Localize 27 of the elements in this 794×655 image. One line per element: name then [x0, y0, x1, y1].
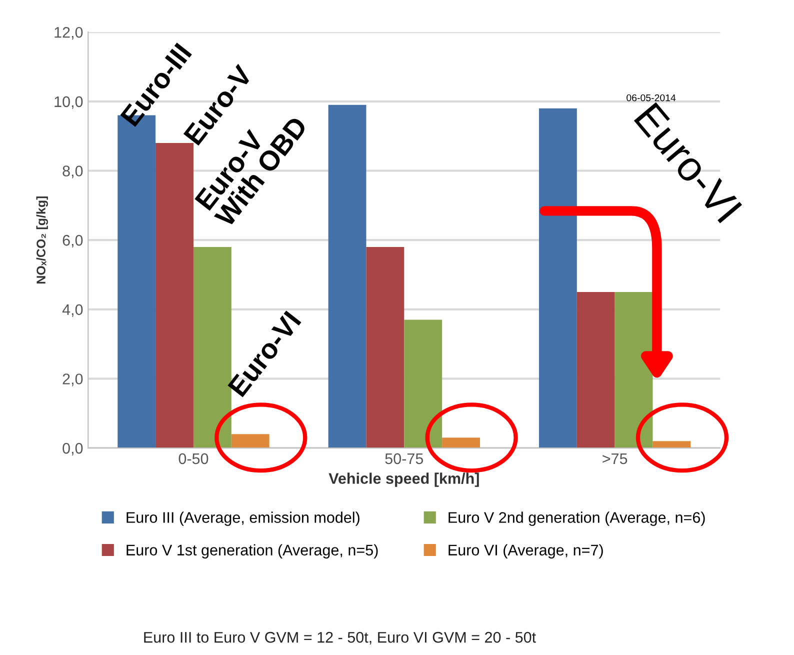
y-tick-label: 0,0: [62, 442, 83, 456]
y-tick-label: 6,0: [62, 234, 83, 248]
y-axis-title: NOₓ/CO₂ [g/kg]: [36, 196, 48, 284]
x-axis-title: Vehicle speed [km/h]: [328, 472, 479, 487]
legend-label: Euro III (Average, emission model): [126, 512, 360, 526]
bar: [442, 438, 480, 448]
bar: [576, 292, 615, 448]
bar: [366, 246, 404, 448]
y-tick-label: 12,0: [54, 26, 83, 40]
x-tick-label: 0-50: [178, 453, 208, 464]
y-tick-label: 4,0: [62, 304, 83, 317]
bar: [614, 292, 653, 448]
x-tick-label: >75: [602, 453, 628, 464]
bar: [538, 108, 577, 448]
bar: [404, 320, 442, 448]
legend-label: Euro V 1st generation (Average, n=5): [126, 544, 378, 558]
x-tick-label: 50-75: [385, 453, 424, 464]
text: Euro III to Euro V GVM = 12 - 50t, Euro VI GVM = 20 - 50t: [144, 632, 536, 645]
y-tick-label: 10,0: [54, 96, 83, 109]
y-tick-label: 8,0: [62, 166, 83, 178]
legend-label: Euro VI (Average, n=7): [448, 544, 603, 558]
annotation: 06-05-2014: [626, 94, 676, 102]
legend-label: Euro V 2nd generation (Average, n=6): [448, 512, 705, 526]
bar: [328, 104, 366, 448]
y-tick-label: 2,0: [62, 374, 83, 386]
bar: [231, 434, 270, 448]
bar: [652, 441, 691, 448]
